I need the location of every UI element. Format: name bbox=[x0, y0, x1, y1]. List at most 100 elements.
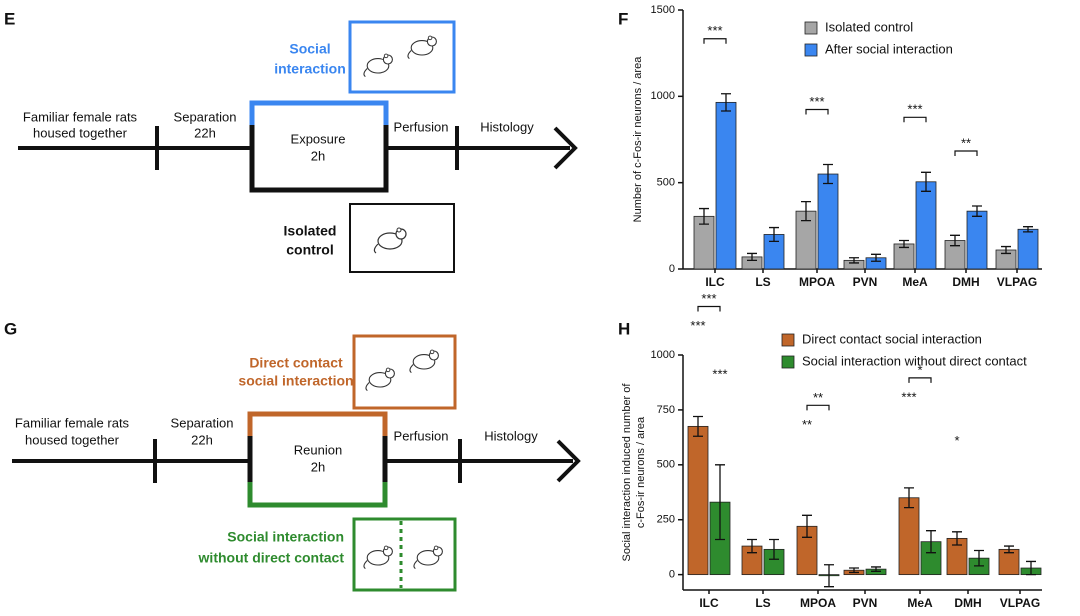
condition-label: Social bbox=[289, 41, 330, 57]
condition-box bbox=[349, 203, 455, 273]
error-bar bbox=[899, 239, 909, 249]
step-label: Familiar female rats bbox=[15, 415, 130, 430]
condition-box bbox=[352, 517, 457, 592]
significance-label: *** bbox=[690, 318, 705, 333]
arrow-head bbox=[556, 439, 581, 483]
legend-swatch bbox=[781, 355, 795, 369]
condition-label: control bbox=[286, 242, 333, 258]
error-bar bbox=[747, 252, 757, 262]
legend-swatch bbox=[804, 43, 818, 57]
x-tick-label: VLPAG bbox=[1000, 596, 1040, 610]
step-label: Histology bbox=[480, 119, 534, 134]
condition-label: interaction bbox=[274, 61, 346, 77]
significance-bracket bbox=[903, 116, 927, 123]
rat-icon bbox=[409, 349, 439, 374]
significance-label: * bbox=[917, 362, 922, 377]
bar bbox=[915, 181, 937, 270]
x-tick-label: MeA bbox=[902, 275, 928, 289]
error-bar bbox=[974, 549, 984, 567]
significance-bracket bbox=[806, 404, 830, 411]
rat-icon bbox=[363, 53, 393, 78]
bar bbox=[715, 101, 737, 270]
box-side bbox=[247, 436, 388, 482]
error-bar bbox=[802, 514, 812, 538]
step-label: Exposure bbox=[291, 131, 346, 146]
box-top bbox=[249, 100, 389, 125]
error-bar bbox=[1001, 245, 1011, 255]
significance-label: *** bbox=[701, 291, 716, 306]
step-label: Perfusion bbox=[394, 428, 449, 443]
bar bbox=[966, 210, 988, 270]
error-bar bbox=[693, 415, 703, 437]
error-bar bbox=[926, 530, 936, 554]
error-bar bbox=[1023, 226, 1033, 233]
legend-label: After social interaction bbox=[825, 41, 953, 56]
y-tick-label: 750 bbox=[657, 404, 675, 416]
x-tick-label: DMH bbox=[954, 596, 981, 610]
bar bbox=[898, 497, 920, 576]
error-bar bbox=[1026, 560, 1036, 576]
condition-box bbox=[348, 20, 456, 94]
panel-label: H bbox=[618, 319, 630, 338]
error-bar bbox=[871, 566, 881, 572]
bar bbox=[687, 425, 709, 576]
error-bar bbox=[950, 234, 960, 247]
x-tick-label: PVN bbox=[853, 275, 878, 289]
box-bottom bbox=[249, 125, 389, 193]
legend-label: Direct contact social interaction bbox=[802, 331, 982, 346]
significance-label: *** bbox=[901, 389, 916, 404]
error-bar bbox=[1004, 545, 1014, 554]
error-bar bbox=[972, 205, 982, 217]
arrow-head bbox=[553, 126, 578, 170]
significance-label: *** bbox=[809, 94, 824, 109]
step-label: 22h bbox=[191, 432, 213, 447]
x-tick-label: ILC bbox=[705, 275, 725, 289]
error-bar bbox=[801, 201, 811, 222]
x-tick-label: PVN bbox=[853, 596, 878, 610]
step-label: Separation bbox=[174, 109, 237, 124]
step-label: Familiar female rats bbox=[23, 109, 138, 124]
y-tick-label: 250 bbox=[657, 514, 675, 526]
diagram-g: G Familiar female rats housed together S… bbox=[4, 319, 581, 592]
x-tick-label: MeA bbox=[907, 596, 933, 610]
step-label: 22h bbox=[194, 125, 216, 140]
x-tick-label: MPOA bbox=[799, 275, 835, 289]
x-tick-label: ILC bbox=[699, 596, 719, 610]
condition-label: Isolated bbox=[284, 223, 337, 239]
rat-icon bbox=[407, 35, 437, 60]
diagram-e: E Familiar female rats housed together S… bbox=[4, 9, 578, 273]
y-axis-label: Social interaction induced number of bbox=[621, 383, 633, 562]
box-bottom bbox=[247, 482, 388, 508]
condition-label: without direct contact bbox=[198, 550, 345, 566]
significance-bracket bbox=[805, 108, 829, 115]
significance-label: *** bbox=[712, 366, 727, 381]
significance-bracket bbox=[703, 38, 727, 44]
y-axis-label: Number of c-Fos-ir neurons / area bbox=[632, 56, 644, 223]
significance-bracket bbox=[908, 377, 932, 383]
significance-bracket bbox=[954, 150, 978, 156]
error-bar bbox=[747, 538, 757, 554]
legend-label: Social interaction without direct contac… bbox=[802, 353, 1027, 368]
error-bar bbox=[769, 226, 779, 243]
error-bar bbox=[849, 567, 859, 574]
x-tick-label: VLPAG bbox=[997, 275, 1037, 289]
step-label: Histology bbox=[484, 428, 538, 443]
significance-label: ** bbox=[961, 135, 971, 150]
significance-label: ** bbox=[813, 390, 823, 405]
significance-label: * bbox=[954, 433, 959, 448]
y-tick-label: 0 bbox=[669, 569, 675, 581]
panel-label: G bbox=[4, 319, 17, 338]
bar bbox=[1017, 228, 1039, 270]
rat-icon bbox=[365, 367, 395, 392]
y-tick-label: 1500 bbox=[651, 4, 675, 16]
x-tick-label: MPOA bbox=[800, 596, 836, 610]
x-tick-label: LS bbox=[755, 596, 770, 610]
step-label: 2h bbox=[311, 148, 325, 163]
step-label: Perfusion bbox=[394, 119, 449, 134]
legend-swatch bbox=[804, 21, 818, 35]
error-bar bbox=[871, 253, 881, 262]
error-bar bbox=[769, 538, 779, 560]
x-tick-label: LS bbox=[755, 275, 770, 289]
x-tick-label: DMH bbox=[952, 275, 979, 289]
